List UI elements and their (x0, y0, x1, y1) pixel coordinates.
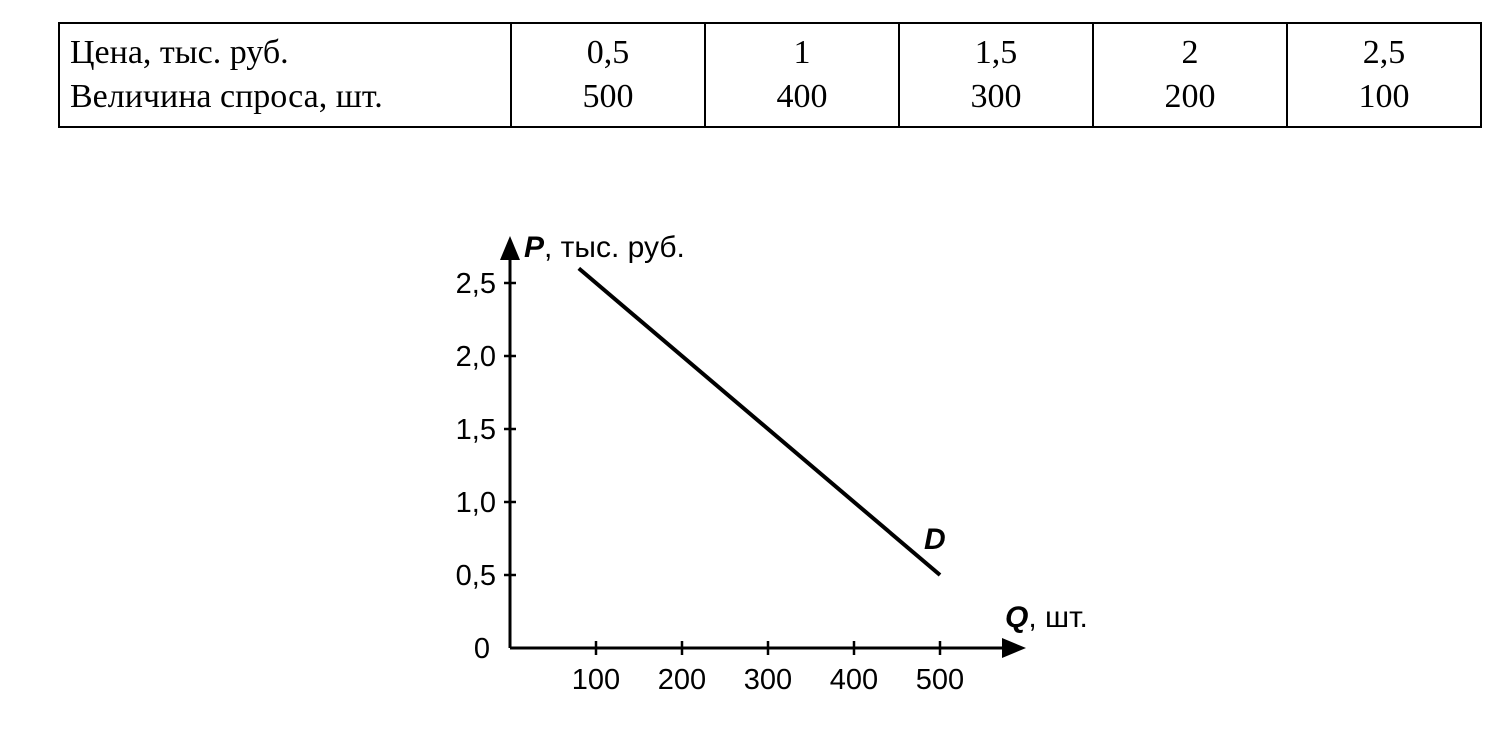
table-cell: 0,5 500 (510, 22, 706, 128)
y-tick-label: 2,0 (456, 341, 496, 373)
y-tick-label: 1,0 (456, 487, 496, 519)
quantity-value: 300 (970, 78, 1022, 115)
x-axis-unit: , шт. (1028, 601, 1088, 634)
price-value: 0,5 (586, 34, 630, 71)
x-ticks: 100 200 300 400 500 (572, 641, 964, 696)
x-axis-symbol: Q (1005, 601, 1028, 634)
x-tick-label: 300 (744, 664, 792, 696)
quantity-value: 100 (1358, 78, 1410, 115)
table-cell: 1 400 (704, 22, 900, 128)
table-row: Цена, тыс. руб. Величина спроса, шт. 0,5… (58, 22, 1482, 128)
quantity-row-label: Величина спроса, шт. (70, 78, 383, 115)
quantity-value: 400 (776, 78, 828, 115)
origin-label: 0 (474, 633, 490, 665)
table-cell: 2 200 (1092, 22, 1288, 128)
price-value: 1 (793, 34, 811, 71)
x-tick-label: 500 (916, 664, 964, 696)
x-tick-label: 200 (658, 664, 706, 696)
y-axis-unit: , тыс. руб. (544, 231, 685, 264)
demand-table-container: Цена, тыс. руб. Величина спроса, шт. 0,5… (58, 22, 1482, 128)
x-axis-arrow (1002, 638, 1026, 658)
quantity-value: 500 (582, 78, 634, 115)
price-value: 1,5 (974, 34, 1018, 71)
y-tick-label: 0,5 (456, 560, 496, 592)
row-labels-cell: Цена, тыс. руб. Величина спроса, шт. (58, 22, 512, 128)
x-tick-label: 100 (572, 664, 620, 696)
y-axis-title: P, тыс. руб. (524, 231, 685, 264)
quantity-value: 200 (1164, 78, 1216, 115)
x-tick-label: 400 (830, 664, 878, 696)
series-group: D (577, 266, 946, 577)
demand-curve-label: D (924, 523, 946, 556)
y-tick-label: 1,5 (456, 414, 496, 446)
y-ticks: 0,5 1,0 1,5 2,0 2,5 (456, 268, 516, 592)
x-axis-title: Q, шт. (1005, 601, 1088, 634)
demand-table: Цена, тыс. руб. Величина спроса, шт. 0,5… (58, 22, 1482, 128)
table-cell: 2,5 100 (1286, 22, 1482, 128)
price-row-label: Цена, тыс. руб. (70, 34, 289, 71)
price-value: 2 (1181, 34, 1199, 71)
table-cell: 1,5 300 (898, 22, 1094, 128)
y-axis-symbol: P (524, 231, 545, 264)
y-tick-label: 2,5 (456, 268, 496, 300)
demand-curve (577, 266, 942, 577)
price-value: 2,5 (1362, 34, 1406, 71)
y-axis-arrow (500, 236, 520, 260)
